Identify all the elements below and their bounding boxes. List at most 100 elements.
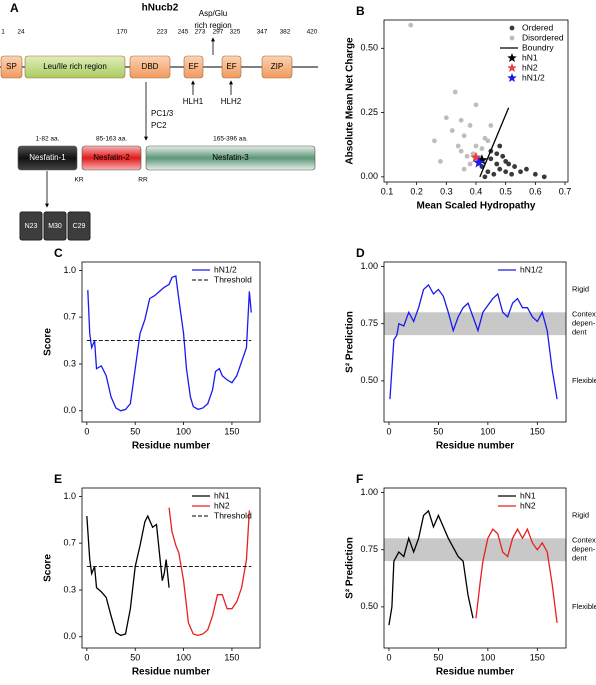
site-label: RR [138,177,148,184]
scatter-point [482,174,488,180]
panel-label: F [356,472,363,486]
annotation: dent [572,554,588,563]
panel-label: A [10,1,19,15]
scatter-point [464,153,470,159]
domain-box [129,55,171,79]
legend-label: hN1 [214,490,230,500]
series-line [86,514,170,637]
site-label: KR [74,177,83,184]
plot-frame [383,261,567,423]
legend-label: Threshold [214,510,252,520]
residue-number: 245 [178,29,189,36]
fragment-range: 165-396 aa. [213,136,248,143]
x-axis-label: Residue number [132,667,210,678]
y-tick-label: 0.00 [360,171,378,181]
scatter-point [467,161,473,167]
scatter-point [461,166,467,172]
legend-label: hN1/2 [522,72,545,82]
y-axis-label: Score [43,554,54,582]
scatter-point [449,128,455,133]
legend-label: Threshold [214,274,252,284]
series-line [389,283,558,400]
y-tick-label: 0.50 [360,43,378,53]
y-axis-label: Score [43,328,54,356]
y-tick-label: 1.00 [360,487,378,497]
scatter-point [408,22,414,28]
fragment-label: Nesfatin-3 [212,153,249,162]
legend-label: hN2 [214,500,230,510]
annotation: Context [572,536,596,545]
scatter-point [541,174,547,180]
motif-label: HLH2 [221,97,242,106]
annotation: Flexible [572,602,596,611]
context-band [384,538,566,562]
residue-number: 297 [213,29,224,36]
scatter-point [488,156,494,162]
domain-label: SP [6,62,17,71]
series-line [388,509,474,626]
scatter-point [494,151,500,157]
x-tick-label: 100 [176,426,191,436]
scatter-point [443,115,449,121]
legend-label: hN1 [522,52,538,62]
scatter-point [432,138,437,144]
scatter-point [467,123,473,128]
x-tick-label: 150 [530,426,545,436]
panel-label: B [356,4,365,18]
legend-label: Boundry [522,42,554,52]
plot-area [389,283,558,400]
scatter-point [491,171,497,177]
x-tick-label: 0.5 [499,186,512,196]
domain-box [183,55,204,79]
x-tick-label: 50 [130,426,140,436]
residue-number: 325 [230,29,241,36]
legend-symbol [507,73,517,83]
legend-label: hN2 [520,500,536,510]
fragment-range: 1-82 aa. [36,136,60,143]
x-tick-label: 100 [480,426,495,436]
x-tick-label: 50 [433,426,443,436]
scatter-point [494,161,500,167]
scatter-point [455,143,461,149]
plot-frame [383,487,567,649]
scatter-point [512,164,517,169]
annotation: depen- [572,319,596,328]
residue-number: 347 [257,29,268,36]
scatter-point [479,146,485,151]
y-tick-label: 0.0 [63,631,76,641]
legend-symbol [509,25,515,31]
subfragment-label: N23 [25,223,38,230]
y-tick-label: 0.25 [360,107,378,117]
annotation: Rigid [572,284,589,293]
annotation: Context [572,310,596,319]
scatter-point [470,151,476,157]
scatter-point [473,143,479,149]
series-line [168,507,251,637]
fragment-range: 85-163 aa. [96,136,127,143]
scatter-point [458,148,464,154]
subfragment-label: C29 [73,223,86,230]
scatter-point [509,171,515,177]
star-marker [473,156,485,168]
fragment-box [81,145,142,171]
plot-frame [81,487,261,649]
subfragment-box [19,211,43,241]
residue-number: 24 [17,29,25,36]
domain-box [221,55,242,79]
y-tick-label: 0.3 [63,584,76,594]
x-tick-label: 0 [84,652,89,662]
scatter-point [532,171,538,177]
annotation: Flexible [572,376,596,385]
plot-area [86,275,252,412]
scatter-point [503,159,509,164]
residue-number: 170 [117,29,128,36]
annotation: depen- [572,545,596,554]
y-tick-label: 1.0 [63,491,76,501]
x-tick-label: 100 [480,652,495,662]
x-axis-label: Residue number [132,441,210,452]
scatter-point [497,143,503,149]
plot-area [408,22,547,180]
region-label: Asp/Glu [199,9,227,18]
panel-label: D [356,246,365,260]
